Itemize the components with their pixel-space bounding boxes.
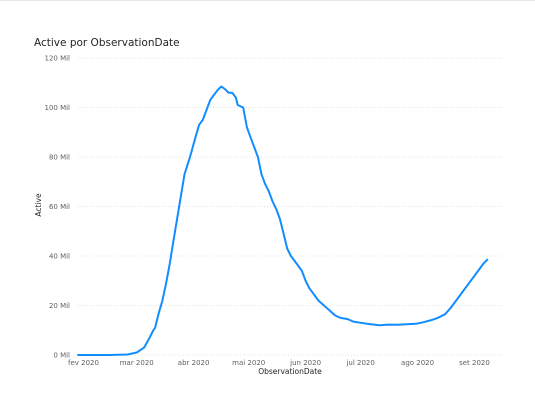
y-tick-label: 40 Mil	[49, 253, 70, 261]
y-tick-label: 100 Mil	[44, 104, 70, 112]
y-tick-label: 0 Mil	[53, 352, 70, 360]
y-axis-title: Active	[34, 193, 43, 217]
x-tick-label: jul 2020	[345, 359, 374, 367]
y-tick-label: 60 Mil	[49, 203, 70, 211]
x-axis-title: ObservationDate	[258, 367, 322, 376]
top-divider	[0, 0, 535, 1]
gridlines	[78, 57, 502, 356]
x-tick-label: ago 2020	[401, 359, 434, 367]
x-tick-label: mar 2020	[120, 359, 154, 367]
x-tick-label: fev 2020	[68, 359, 99, 367]
x-tick-label: mai 2020	[232, 359, 265, 367]
x-tick-label: jun 2020	[289, 359, 321, 367]
y-tick-label: 120 Mil	[44, 55, 70, 63]
y-axis-ticks: 0 Mil 20 Mil 40 Mil 60 Mil 80 Mil 100 Mil 120 …	[44, 55, 70, 360]
series-layer	[77, 85, 489, 356]
y-tick-label: 20 Mil	[49, 302, 70, 310]
chart-title: Active por ObservationDate	[34, 37, 180, 49]
y-tick-label: 80 Mil	[49, 154, 70, 162]
x-tick-label: set 2020	[459, 359, 490, 367]
x-tick-label: abr 2020	[178, 359, 210, 367]
series-line-active	[77, 85, 489, 356]
x-axis-ticks: fev 2020 mar 2020 abr 2020 mai 2020 jun 2020…	[68, 359, 490, 367]
